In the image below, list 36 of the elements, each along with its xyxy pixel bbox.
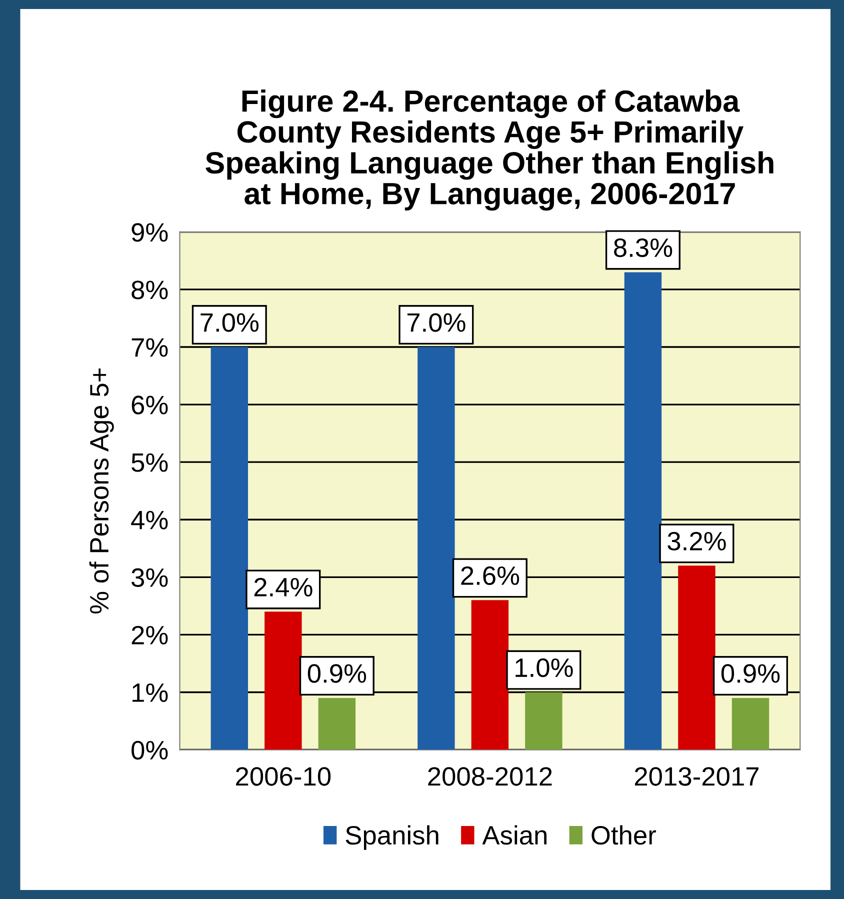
bar (418, 347, 455, 750)
data-label: 3.2% (668, 532, 726, 551)
bar (678, 566, 716, 750)
bar (732, 698, 770, 750)
data-label: 2.4% (254, 578, 312, 596)
x-tick-label: 2008-2012 (428, 767, 552, 786)
data-label: 7.0% (407, 313, 466, 332)
x-tick-label: 2013-2017 (634, 767, 758, 786)
y-tick-label: 4% (131, 510, 168, 530)
data-label: 2.6% (461, 566, 520, 586)
bar (264, 612, 302, 750)
y-tick-label: 1% (132, 683, 168, 702)
data-label: 7.0% (200, 313, 259, 332)
bar (471, 600, 509, 750)
legend-label: Other (592, 825, 656, 845)
y-tick-label: 9% (132, 223, 168, 242)
y-tick-label: 5% (132, 453, 168, 472)
chart-title: Figure 2-4. Percentage of Catawba County Residents Age 5+ Primarily Speaking Language Other than English at Home, By Language, 2006-2017 (206, 90, 774, 211)
y-tick-label: 3% (132, 568, 168, 587)
bar (624, 272, 662, 750)
y-tick-label: 7% (132, 338, 168, 357)
y-tick-label: 0% (132, 740, 168, 760)
data-label: 8.3% (614, 238, 672, 258)
bar (318, 698, 356, 750)
x-tick-label: 2006-10 (236, 767, 331, 786)
data-label: 0.9% (308, 664, 366, 683)
legend-label: Asian (482, 825, 546, 845)
y-axis-title: % of Persons Age 5+ (89, 368, 114, 614)
y-tick-label: 6% (132, 396, 168, 414)
bar (210, 347, 248, 750)
y-tick-label: 2% (132, 626, 168, 644)
legend-label: Spanish (346, 825, 438, 850)
data-label: 1.0% (516, 658, 573, 678)
y-tick-label: 8% (132, 280, 168, 300)
data-label: 0.9% (721, 664, 780, 683)
bar (525, 692, 562, 750)
